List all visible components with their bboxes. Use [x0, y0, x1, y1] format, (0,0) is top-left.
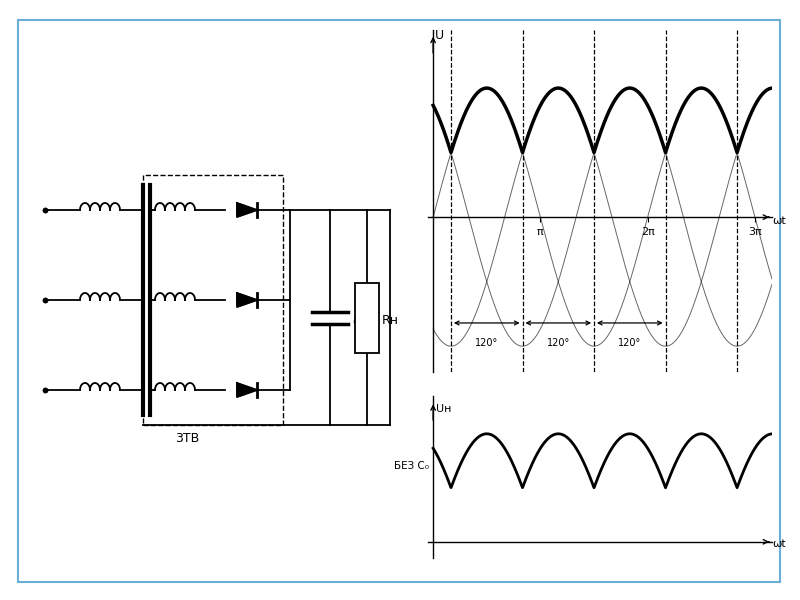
Text: 120°: 120°	[475, 338, 498, 349]
Bar	[355, 283, 379, 352]
Text: Uн: Uн	[435, 404, 451, 413]
Bar	[143, 175, 283, 425]
Polygon shape	[237, 293, 257, 307]
Text: C₀: C₀	[352, 316, 366, 329]
Text: 120°: 120°	[546, 338, 570, 349]
Text: U: U	[435, 29, 444, 42]
Text: ωt: ωt	[773, 539, 786, 549]
Polygon shape	[237, 203, 257, 217]
Text: 120°: 120°	[618, 338, 642, 349]
Polygon shape	[237, 383, 257, 397]
Text: Rн: Rн	[382, 313, 399, 326]
Text: БЕЗ C₀: БЕЗ C₀	[394, 461, 429, 471]
Text: 3ΤВ: 3ΤВ	[175, 432, 199, 445]
Text: ωt: ωt	[773, 215, 786, 226]
